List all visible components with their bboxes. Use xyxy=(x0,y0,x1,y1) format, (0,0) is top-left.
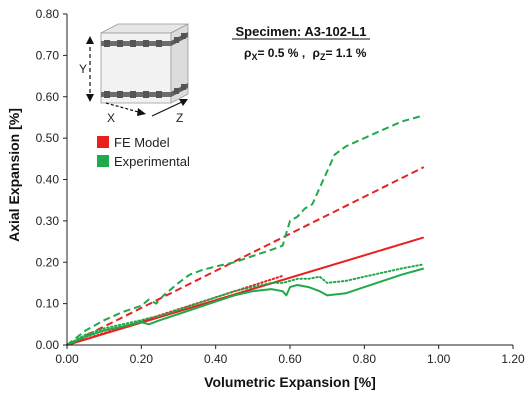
rho-x-symbol: ρ xyxy=(244,46,251,60)
x-direction-label: X xyxy=(107,111,115,125)
series-line-experimental-solid xyxy=(66,267,425,346)
legend: FE Model Experimental xyxy=(97,135,190,169)
x-tick-label: 1.00 xyxy=(427,352,451,366)
rho-x-subscript: X xyxy=(251,52,257,62)
y-tick-label: 0.50 xyxy=(36,131,60,145)
y-tick-label: 0.40 xyxy=(36,173,60,187)
series-line-fe-model-solid xyxy=(66,236,425,346)
rho-z-subscript: Z xyxy=(320,52,326,62)
series-line-experimental-dotted xyxy=(66,263,425,346)
y-tick-label: 0.60 xyxy=(36,90,60,104)
x-tick-label: 0.20 xyxy=(130,352,154,366)
chart-title: Specimen: A3-102-L1 xyxy=(235,24,366,39)
specimen-cube-illustration: Y X Z xyxy=(79,23,189,125)
x-tick-label: 0.00 xyxy=(55,352,79,366)
ticks-layer: 0.00 0.20 0.40 0.60 0.80 1.00 1.20 0.00 0.10 0.20… xyxy=(36,7,525,366)
y-tick-label: 0.20 xyxy=(36,255,60,269)
x-direction-arrow xyxy=(105,102,143,114)
x-tick-label: 1.20 xyxy=(501,352,525,366)
rho-z-symbol: ρ xyxy=(313,46,320,60)
x-tick-label: 0.80 xyxy=(353,352,377,366)
x-axis-title: Volumetric Expansion [%] xyxy=(204,374,376,390)
rho-x-value: = 0.5 % , xyxy=(257,46,305,60)
series-line-experimental-dashed xyxy=(66,114,425,346)
legend-label-fe-model: FE Model xyxy=(114,135,170,150)
x-tick-label: 0.40 xyxy=(204,352,228,366)
rho-z-value: = 1.1 % xyxy=(325,46,366,60)
series-layer xyxy=(66,114,425,346)
legend-label-experimental: Experimental xyxy=(114,154,190,169)
y-tick-label: 0.30 xyxy=(36,214,60,228)
x-tick-label: 0.60 xyxy=(278,352,302,366)
y-tick-label: 0.00 xyxy=(36,338,60,352)
y-direction-label: Y xyxy=(79,62,87,76)
series-line-fe-model-dashed xyxy=(66,166,425,346)
y-tick-label: 0.10 xyxy=(36,297,60,311)
chart-subtitle: ρX= 0.5 % , ρZ= 1.1 % xyxy=(244,46,367,62)
rebar-row-top xyxy=(101,32,188,47)
y-axis-title: Axial Expansion [%] xyxy=(6,108,22,242)
legend-swatch-experimental xyxy=(97,155,109,167)
rebar-row-bottom xyxy=(101,83,188,98)
legend-swatch-fe-model xyxy=(97,136,109,148)
y-tick-label: 0.70 xyxy=(36,48,60,62)
y-tick-label: 0.80 xyxy=(36,7,60,21)
z-direction-arrow xyxy=(151,100,185,117)
z-direction-label: Z xyxy=(176,111,183,125)
